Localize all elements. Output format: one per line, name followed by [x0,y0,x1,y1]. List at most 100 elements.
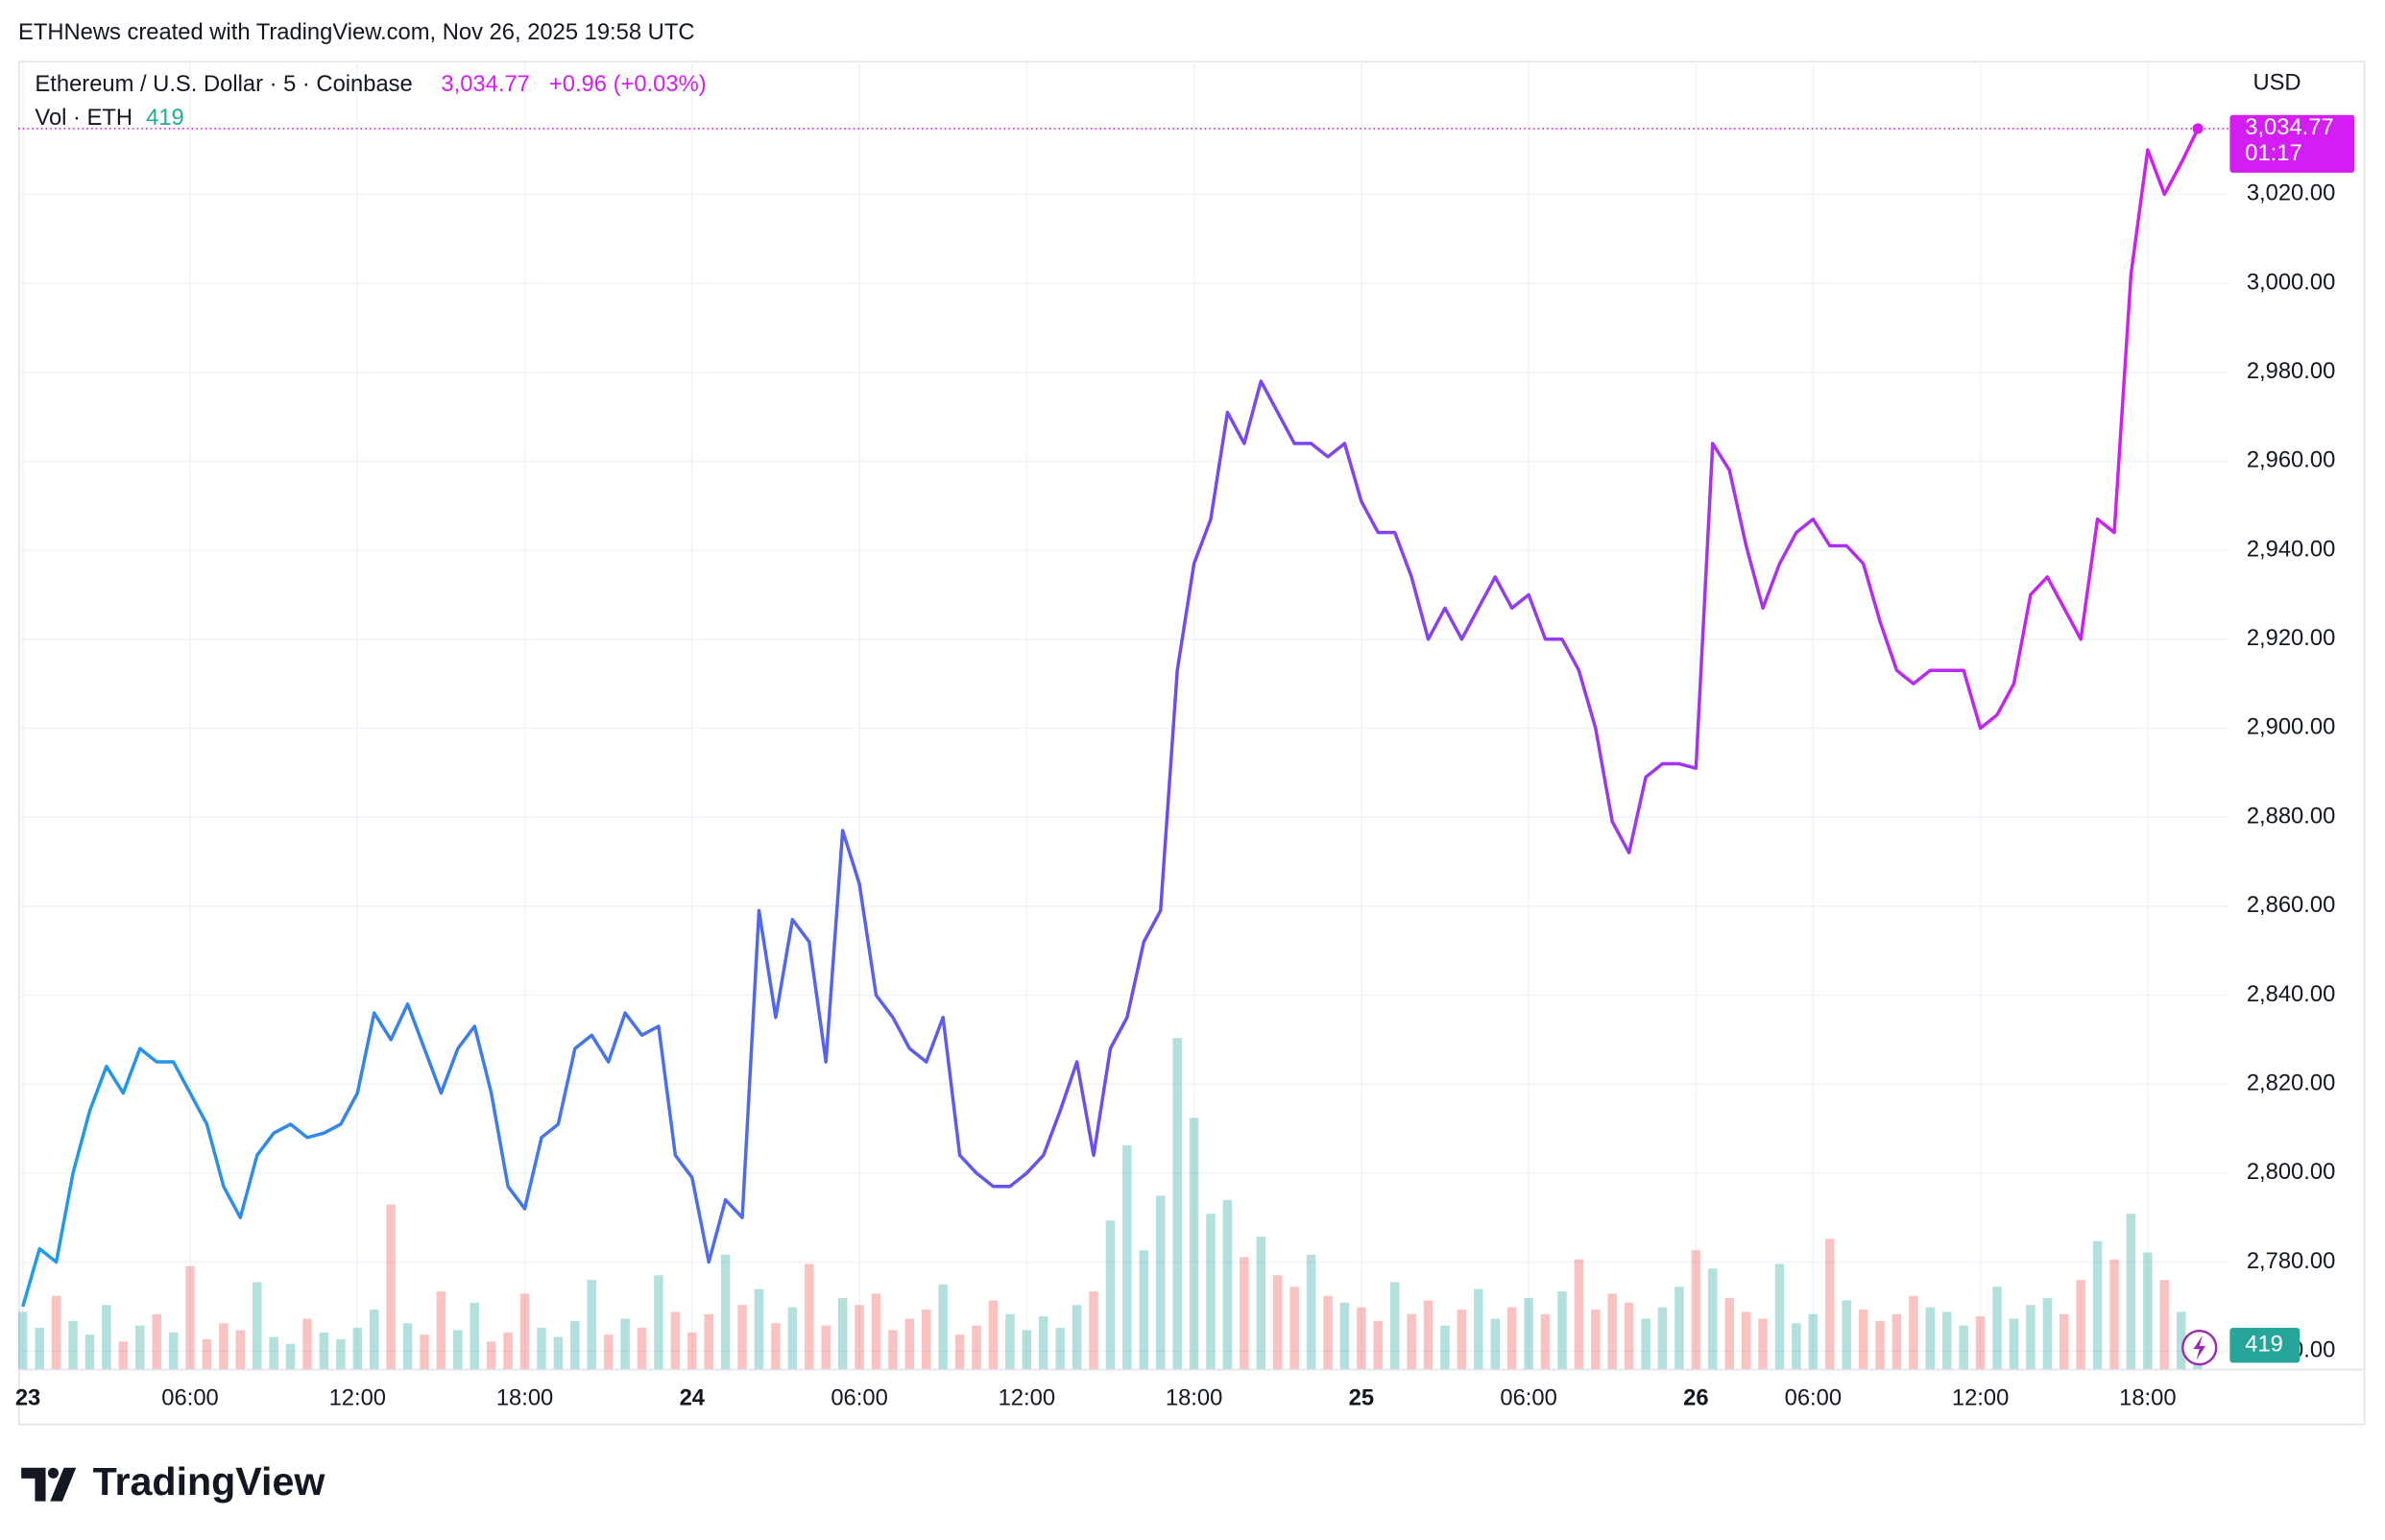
volume-bar [1808,1313,1819,1369]
volume-bar [118,1341,129,1369]
volume-bar [1339,1302,1350,1369]
logo-mark [21,1467,46,1502]
volume-bar [1674,1287,1684,1369]
price-label-box [2229,114,2355,173]
logo-mark [47,1467,59,1479]
volume-bar [737,1305,747,1369]
volume-bar [1992,1287,2002,1369]
symbol-title: Ethereum / U.S. Dollar · 5 · Coinbase [35,71,412,97]
y-tick-label: 2,960.00 [2247,447,2335,473]
y-tick-label: 3,000.00 [2247,269,2335,295]
volume-legend: Vol · ETH [35,105,132,131]
volume-bar [637,1327,647,1369]
x-tick-label: 06:00 [831,1385,887,1411]
price-line [21,128,2200,1308]
volume-bar [1891,1313,1902,1369]
volume-bar [1038,1316,1048,1369]
volume-bar [503,1332,513,1369]
volume-bar [386,1204,396,1369]
volume-bar [620,1318,630,1369]
x-tick-label: 18:00 [496,1385,553,1411]
volume-bar [436,1290,446,1369]
volume-bar [1022,1330,1032,1369]
volume-bar [1155,1195,1166,1369]
volume-bar [252,1282,262,1369]
volume-bar [1474,1288,1483,1369]
grid [18,60,2228,1369]
volume-bar [1774,1263,1785,1369]
volume-bar [319,1332,329,1369]
x-tick-label: 06:00 [1500,1385,1556,1411]
volume-bar [2026,1305,2036,1369]
volume-bar [1942,1311,1952,1369]
volume-bar [1189,1118,1199,1369]
y-tick-label: 2,820.00 [2247,1070,2335,1095]
last-point [2192,123,2204,134]
volume-bar [1357,1307,1366,1369]
volume-label-box [2229,1327,2301,1363]
logo: TradingView [21,1459,325,1504]
currency: USD [2252,69,2301,95]
volume-bar [1506,1307,1517,1369]
volume-bar [537,1327,546,1369]
volume-bar [1289,1287,1299,1369]
volume-bar [1825,1239,1835,1369]
volume-bar [1323,1295,1333,1369]
volume-bar [35,1327,44,1369]
volume-bar [871,1293,881,1369]
volume-bar [888,1330,898,1369]
logo-mark [50,1467,77,1502]
volume-bar [2092,1240,2103,1369]
volume-bar [2076,1280,2085,1369]
volume-bar [787,1307,798,1369]
volume-bar [1256,1236,1266,1369]
volume-bar [453,1330,463,1369]
y-tick-label: 2,780.00 [2247,1248,2335,1274]
countdown: 01:17 [2245,140,2301,166]
volume-bar [1272,1275,1283,1369]
volume-bar [922,1309,931,1369]
volume-bar [18,1311,28,1369]
volume-bar [2143,1252,2153,1369]
volume-bar [1708,1268,1718,1369]
volume-bar [420,1335,429,1369]
x-tick-label: 23 [15,1385,40,1411]
volume-bar [1222,1199,1233,1369]
volume-bar [654,1275,663,1369]
assistant-icon [2193,1335,2206,1360]
volume-bar [1240,1257,1249,1369]
x-tick-label: 06:00 [161,1385,218,1411]
volume-bar [1641,1318,1650,1369]
volume-bar [219,1323,229,1369]
header-price: 3,034.77 [441,71,529,97]
volume-bars [18,1038,2203,1369]
volume-bar [704,1313,713,1369]
volume-bar [972,1325,981,1369]
volume-bar [904,1318,915,1369]
volume-bar [1909,1295,1918,1369]
volume-bar [1423,1300,1433,1369]
volume-bar [670,1311,681,1369]
volume-bar [1122,1144,1132,1369]
volume-bar [1741,1311,1751,1369]
volume-bar [1373,1320,1384,1369]
volume-bar [1105,1220,1116,1369]
volume-bar [855,1305,864,1369]
volume-bar [1557,1290,1567,1369]
volume-bar [754,1288,764,1369]
x-tick-label: 12:00 [329,1385,386,1411]
volume-bar [1842,1300,1851,1369]
volume-bar [51,1295,61,1369]
volume-bar [1925,1307,1936,1369]
volume-bar [821,1325,831,1369]
volume-bar [235,1330,246,1369]
volume-bar [805,1263,814,1369]
volume-bar [1172,1038,1182,1369]
volume-bar [84,1335,95,1369]
volume-bar [720,1254,731,1369]
volume-bar [1607,1293,1617,1369]
volume-bar [302,1318,312,1369]
volume-bar [402,1323,413,1369]
